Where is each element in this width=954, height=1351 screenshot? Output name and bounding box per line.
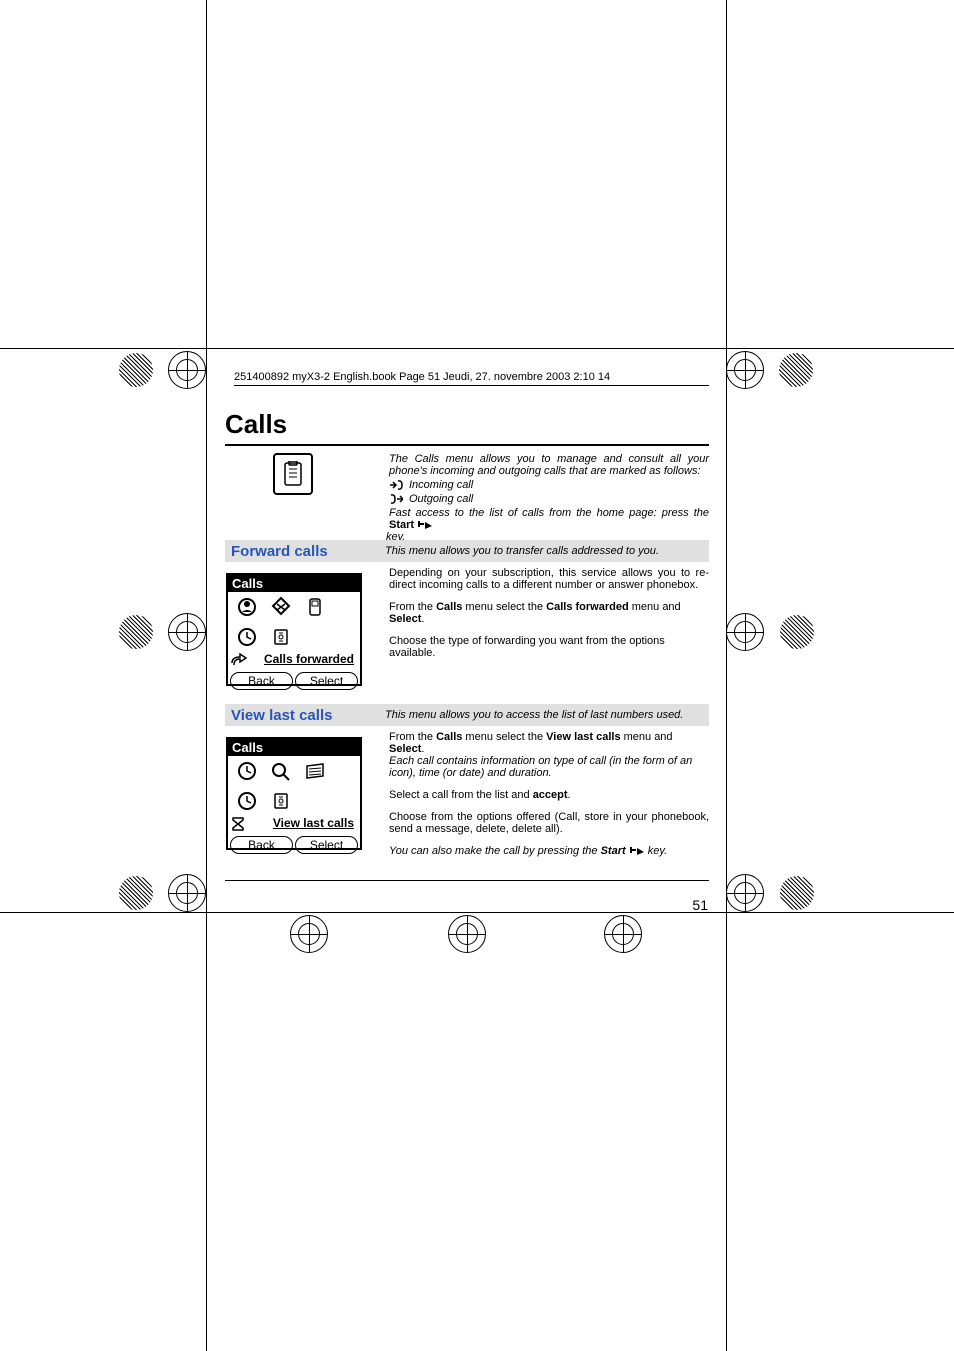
hatched-circle [779,353,813,387]
section-view-last-calls-title: View last calls [225,707,385,724]
text-bold: accept [533,789,568,801]
section-view-last-calls-bar: View last calls This menu allows you to … [225,704,709,726]
section-forward-calls-body: Depending on your subscription, this ser… [389,567,709,669]
phone-menu-label: View last calls [246,816,358,832]
section1-p3: Choose the type of forwarding you want f… [389,635,709,659]
outgoing-call-icon [389,494,403,504]
section1-p1: Depending on your subscription, this ser… [389,567,709,591]
phone-icon-grid [228,756,360,816]
page-number: 51 [692,897,708,913]
crop-line-top [0,348,954,349]
registration-mark [604,915,642,953]
text: Select a call from the list and [389,789,533,801]
start-key-icon [629,846,645,856]
text: menu and [629,601,681,613]
phone-select-button[interactable]: Select [295,672,358,690]
text-bold: Calls [436,731,462,743]
section2-p3: Choose from the options offered (Call, s… [389,811,709,835]
text: menu select the [462,601,546,613]
incoming-call-row: Incoming call [389,479,709,491]
text: key. [648,845,667,857]
phone-icon [300,758,330,784]
phone-screen-forward: Calls Calls forwarded Back Select [226,573,362,686]
start-key-icon [417,520,433,530]
phone-title: Calls [228,575,360,592]
phone-icon [266,788,296,814]
crop-line-right [726,0,727,1351]
text-bold: Calls forwarded [546,601,629,613]
outgoing-call-label: Outgoing call [409,493,473,505]
fast-access-text: Fast access to the list of calls from th… [389,507,709,543]
section-forward-calls-bar: Forward calls This menu allows you to tr… [225,540,709,562]
phone-title: Calls [228,739,360,756]
text-bold: Select [389,743,421,755]
text: You can also make the call by pressing t… [389,845,601,857]
section-view-last-calls-body: From the Calls menu select the View last… [389,731,709,867]
phone-menu-row: Calls forwarded [228,652,360,670]
crop-line-left [206,0,207,1351]
text: . [421,613,424,625]
phone-icon [232,788,262,814]
text-bold: Calls [436,601,462,613]
phone-back-button[interactable]: Back [230,672,293,690]
phone-menu-row: View last calls [228,816,360,834]
section-forward-calls-title: Forward calls [225,543,385,560]
text: menu and [621,731,673,743]
page-header: 251400892 myX3-2 English.book Page 51 Je… [234,371,709,386]
text-italic: Each call contains information on type o… [389,755,692,779]
section2-p2: Select a call from the list and accept. [389,789,709,801]
phone-icon-grid [228,592,360,652]
text: . [421,743,424,755]
registration-mark [448,915,486,953]
phone-icon [300,594,330,620]
start-word: Start [389,519,414,531]
text: From the [389,731,436,743]
registration-mark [726,874,764,912]
registration-mark [168,351,206,389]
registration-mark [726,351,764,389]
phone-icon [232,624,262,650]
hatched-circle [119,876,153,910]
section2-p4: You can also make the call by pressing t… [389,845,709,857]
intro-block: The Calls menu allows you to manage and … [389,453,709,543]
forward-arrow-icon [230,653,248,667]
section-view-last-calls-subtitle: This menu allows you to access the list … [385,709,683,721]
hourglass-icon [230,817,246,831]
section2-p1: From the Calls menu select the View last… [389,731,709,779]
text: menu select the [462,731,546,743]
phone-menu-label: Calls forwarded [248,652,358,668]
fast-access-pre: Fast access to the list of calls from th… [389,507,709,519]
text: From the [389,601,436,613]
incoming-call-icon [389,480,403,490]
text-bold: View last calls [546,731,620,743]
registration-mark [726,613,764,651]
incoming-call-label: Incoming call [409,479,473,491]
calls-folder-icon [273,453,313,495]
hatched-circle [780,876,814,910]
hatched-circle [780,615,814,649]
registration-mark [290,915,328,953]
text-bold: Start [601,845,626,857]
phone-select-button[interactable]: Select [295,836,358,854]
registration-mark [168,874,206,912]
phone-icon [266,594,296,620]
section1-p2: From the Calls menu select the Calls for… [389,601,709,625]
phone-screen-view-last: Calls View last calls Back Select [226,737,362,850]
phone-icon [232,594,262,620]
outgoing-call-row: Outgoing call [389,493,709,505]
phone-icon [266,624,296,650]
text: . [568,789,571,801]
phone-icon [232,758,262,784]
text-bold: Select [389,613,421,625]
phone-back-button[interactable]: Back [230,836,293,854]
phone-icon [266,758,296,784]
intro-para: The Calls menu allows you to manage and … [389,453,709,477]
hatched-circle [119,353,153,387]
section-forward-calls-subtitle: This menu allows you to transfer calls a… [385,545,659,557]
page-bottom-rule [225,880,709,881]
crop-line-bottom [0,912,954,913]
page-title: Calls [225,409,709,446]
hatched-circle [119,615,153,649]
registration-mark [168,613,206,651]
